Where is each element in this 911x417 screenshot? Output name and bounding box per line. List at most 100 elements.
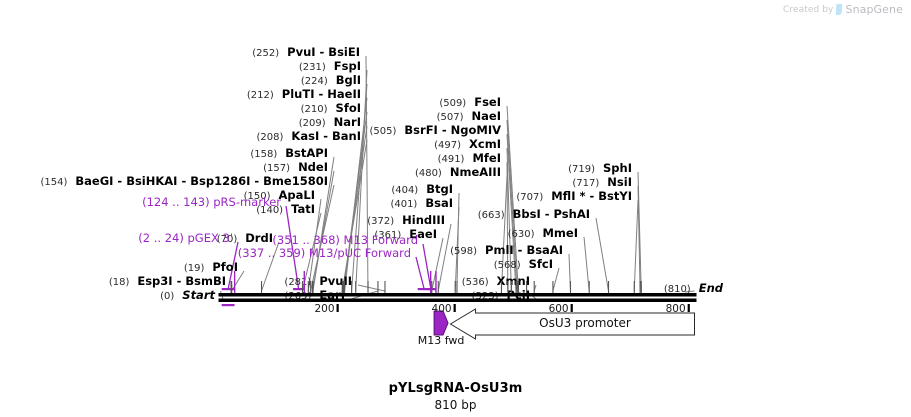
enzyme-label-nmeaiii[interactable]: (480) NmeAIII: [415, 166, 501, 180]
leader-xmni: [533, 284, 537, 292]
enzyme-label-end[interactable]: (810) End: [664, 282, 723, 296]
enzyme-position: (505): [369, 126, 397, 137]
feature-label-pgex-3[interactable]: (2 .. 24) pGEX 3': [138, 231, 233, 245]
enzyme-label-sphi[interactable]: (719) SphI: [568, 162, 632, 176]
enzyme-position: (154): [40, 177, 68, 188]
enzyme-label-hindiii[interactable]: (372) HindIII: [367, 214, 445, 228]
enzyme-name: PluTI - HaeII: [281, 87, 361, 101]
enzyme-name: BaeGI - BsiHKAI - Bsp1286I - Bme1580I: [75, 174, 328, 188]
feature-tick: [429, 271, 432, 293]
enzyme-label-bsai[interactable]: (401) BsaI: [390, 197, 453, 211]
enzyme-position: (231): [298, 62, 326, 73]
cut-site-tick: [355, 281, 357, 293]
leader-pvuii: [357, 284, 386, 292]
enzyme-label-eari[interactable]: (269) EarI: [285, 289, 345, 303]
enzyme-label-pluti[interactable]: (212) PluTI - HaeII: [247, 88, 361, 102]
plasmid-length: 810 bp: [434, 398, 477, 412]
leader-esp3i: [230, 284, 233, 292]
enzyme-position: (361): [374, 230, 402, 241]
leader-nari: [342, 125, 368, 292]
feature-bar-m13-forward[interactable]: [425, 288, 436, 291]
enzyme-label-pvui[interactable]: (252) PvuI - BsiEI: [252, 46, 360, 60]
enzyme-label-mfei[interactable]: (491) MfeI: [438, 152, 501, 166]
enzyme-name: XcmI: [469, 137, 501, 151]
enzyme-label-start[interactable]: (0) Start: [160, 289, 215, 303]
watermark-brand: SnapGene: [845, 3, 903, 16]
enzyme-position: (810): [663, 284, 691, 295]
enzyme-name: EaeI: [409, 227, 437, 241]
feature-label-prs-marker[interactable]: (124 .. 143) pRS-marker: [142, 195, 281, 209]
leader-hindiii: [437, 223, 452, 292]
cut-site-tick: [639, 281, 641, 293]
enzyme-position: (212): [246, 90, 274, 101]
enzyme-label-esp3i[interactable]: (18) Esp3I - BsmBI: [109, 275, 226, 289]
enzyme-label-mmei[interactable]: (630) MmeI: [508, 227, 578, 241]
enzyme-name: EarI: [319, 288, 345, 302]
cut-site-tick: [437, 281, 439, 293]
enzyme-name: BtgI: [426, 182, 453, 196]
cut-site-tick: [533, 281, 535, 293]
enzyme-label-pvuii[interactable]: (281) PvuII: [284, 275, 352, 289]
enzyme-name: NdeI: [298, 160, 328, 174]
feature-bar-m13-puc-forward[interactable]: [417, 288, 431, 291]
feature-label-m13-puc-forward[interactable]: (337 .. 359) M13/pUC Forward: [237, 246, 411, 260]
enzyme-name: FseI: [474, 95, 501, 109]
enzyme-label-ndei[interactable]: (157) NdeI: [263, 161, 328, 175]
cut-site-tick: [569, 281, 572, 293]
leader-m13-puc-forward: [415, 256, 425, 290]
enzyme-label-btgi[interactable]: (404) BtgI: [391, 183, 453, 197]
enzyme-label-sfci[interactable]: (568) SfcI: [494, 258, 553, 272]
enzyme-name: PfoI: [212, 260, 238, 274]
enzyme-label-baegi[interactable]: (154) BaeGI - BsiHKAI - Bsp1286I - Bme15…: [40, 175, 328, 189]
enzyme-position: (281): [284, 277, 312, 288]
feature-tick: [435, 271, 437, 293]
enzyme-label-drdi[interactable]: (70) DrdI: [217, 232, 273, 246]
enzyme-label-pcii[interactable]: (523) PciI: [472, 289, 530, 303]
enzyme-label-nsii[interactable]: (717) NsiI: [572, 176, 632, 190]
leader-btgi: [456, 192, 460, 292]
enzyme-name: PciI: [506, 288, 530, 302]
snapgene-watermark: Created by SnapGene: [783, 3, 903, 16]
enzyme-label-bgli[interactable]: (224) BglI: [301, 74, 361, 88]
cut-site-tick: [607, 281, 610, 293]
enzyme-position: (491): [437, 154, 465, 165]
enzyme-label-bsrfi[interactable]: (505) BsrFI - NgoMIV: [370, 124, 501, 138]
leader-kasi: [341, 139, 368, 292]
enzyme-label-eaei[interactable]: (361) EaeI: [374, 228, 437, 242]
ruler-label-400: 400: [431, 303, 452, 315]
enzyme-name: SfcI: [528, 257, 553, 271]
enzyme-label-nari[interactable]: (209) NarI: [299, 116, 361, 130]
enzyme-name: BbsI - PshAI: [512, 207, 590, 221]
cut-site-tick: [552, 281, 554, 293]
enzyme-label-fsei[interactable]: (509) FseI: [439, 96, 501, 110]
enzyme-position: (252): [252, 48, 280, 59]
ruler-label-600: 600: [548, 303, 569, 315]
enzyme-label-kasi[interactable]: (208) KasI - BanI: [257, 130, 361, 144]
enzyme-label-xmni[interactable]: (536) XmnI: [462, 275, 530, 289]
enzyme-label-mfli[interactable]: (707) MflI * - BstYI: [516, 190, 632, 204]
enzyme-label-tati[interactable]: (140) TatI: [256, 203, 315, 217]
enzyme-label-fspi[interactable]: (231) FspI: [299, 60, 361, 74]
ruler-label-200: 200: [314, 303, 335, 315]
cut-site-tick: [377, 281, 379, 293]
enzyme-label-pfoi[interactable]: (19) PfoI: [184, 261, 238, 275]
enzyme-label-bbsi[interactable]: (663) BbsI - PshAI: [478, 208, 590, 222]
enzyme-label-naei[interactable]: (507) NaeI: [437, 110, 501, 124]
enzyme-position: (150): [243, 191, 271, 202]
enzyme-label-apali[interactable]: (150) ApaLI: [244, 189, 315, 203]
enzyme-label-pmli[interactable]: (598) PmlI - BsaAI: [450, 244, 563, 258]
feature-bar-pgex-3-lower[interactable]: [221, 304, 235, 307]
enzyme-name: MfeI: [472, 151, 501, 165]
enzyme-name: NsiI: [607, 175, 632, 189]
enzyme-name: End: [698, 281, 723, 295]
enzyme-name: BglI: [335, 73, 361, 87]
enzyme-label-bstapi[interactable]: (158) BstAPI: [250, 147, 328, 161]
enzyme-name: NaeI: [471, 109, 501, 123]
leader-bbsi: [595, 217, 609, 292]
feature-label-m13-forward[interactable]: (351 .. 368) M13 Forward: [272, 233, 418, 247]
enzyme-label-sfoi[interactable]: (210) SfoI: [301, 102, 361, 116]
enzyme-position: (568): [493, 260, 521, 271]
enzyme-position: (157): [263, 163, 291, 174]
cut-site-tick: [640, 281, 642, 293]
enzyme-label-xcmi[interactable]: (497) XcmI: [434, 138, 501, 152]
